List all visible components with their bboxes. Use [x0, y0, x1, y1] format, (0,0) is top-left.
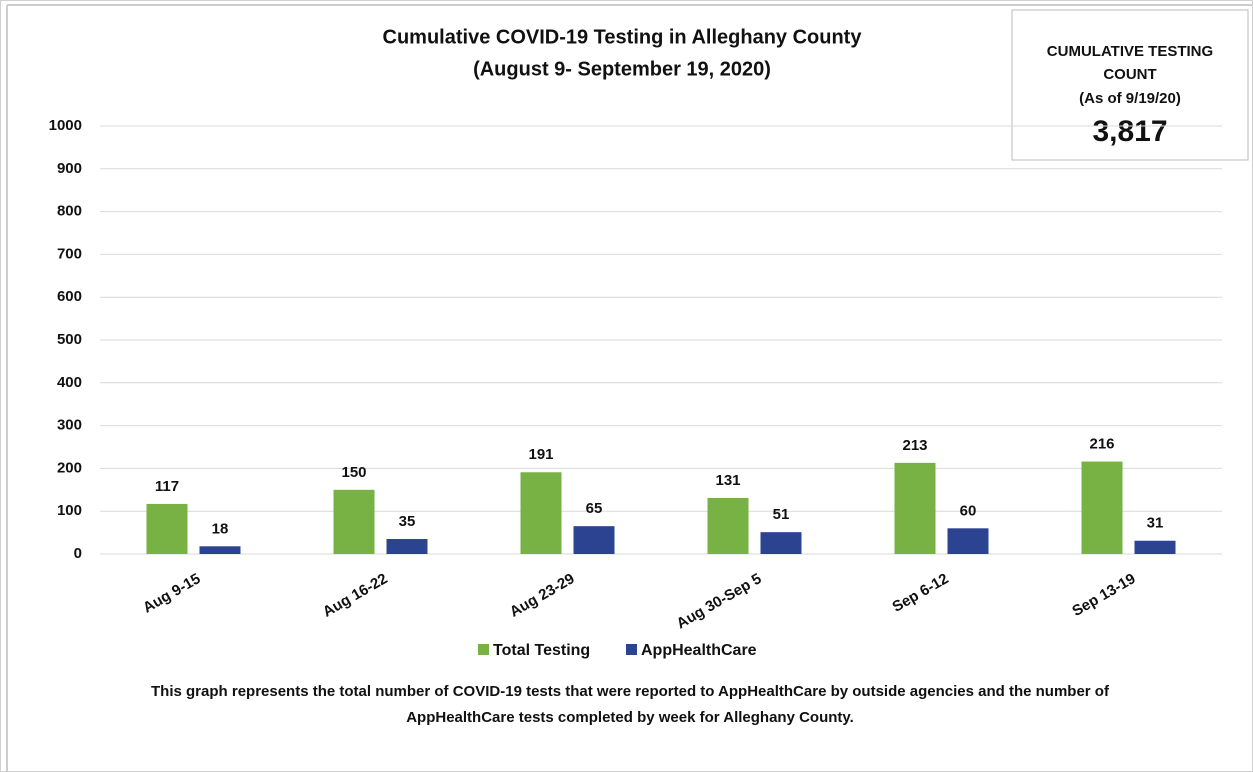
- data-label: 117: [155, 478, 179, 495]
- bar: [573, 526, 615, 554]
- y-tick-label: 400: [57, 374, 82, 391]
- y-tick-label: 600: [57, 288, 82, 305]
- data-label: 60: [960, 502, 977, 519]
- data-label: 18: [212, 520, 229, 537]
- y-tick-label: 500: [57, 331, 82, 348]
- y-tick-label: 1000: [49, 117, 82, 134]
- chart-subtitle: (August 9- September 19, 2020): [473, 58, 771, 80]
- data-label: 131: [715, 472, 740, 489]
- chart-title: Cumulative COVID-19 Testing in Alleghany…: [383, 26, 863, 48]
- bar: [333, 489, 375, 554]
- data-label: 191: [528, 446, 553, 463]
- note-line: This graph represents the total number o…: [151, 683, 1110, 700]
- y-tick-label: 200: [57, 459, 82, 476]
- bar: [520, 472, 562, 554]
- y-tick-label: 100: [57, 502, 82, 519]
- bar: [199, 546, 241, 554]
- y-tick-label: 0: [74, 545, 82, 562]
- bar: [707, 497, 749, 554]
- data-label: 213: [902, 437, 927, 454]
- data-label: 65: [586, 500, 603, 517]
- y-tick-label: 800: [57, 203, 82, 220]
- callout-line: CUMULATIVE TESTING: [1047, 43, 1213, 60]
- bar: [760, 532, 802, 554]
- legend-label: Total Testing: [493, 642, 590, 659]
- data-label: 35: [399, 513, 416, 530]
- legend-label: AppHealthCare: [641, 642, 757, 659]
- data-label: 216: [1089, 436, 1114, 453]
- callout-box: [1011, 9, 1249, 161]
- bar: [386, 539, 428, 554]
- data-label: 51: [773, 506, 790, 523]
- callout-line: (As of 9/19/20): [1079, 90, 1181, 107]
- bar: [146, 503, 188, 554]
- note-line: AppHealthCare tests completed by week fo…: [406, 709, 854, 726]
- bar: [1081, 461, 1123, 554]
- bar: [947, 528, 989, 554]
- bar: [1134, 540, 1176, 554]
- data-label: 150: [341, 464, 366, 481]
- y-tick-label: 300: [57, 417, 82, 434]
- callout-value: 3,817: [1092, 115, 1167, 148]
- legend-swatch: [478, 644, 489, 655]
- callout-line: COUNT: [1103, 66, 1156, 83]
- bar: [894, 462, 936, 554]
- y-tick-label: 700: [57, 245, 82, 262]
- data-label: 31: [1147, 515, 1164, 532]
- y-tick-label: 900: [57, 160, 82, 177]
- legend-swatch: [626, 644, 637, 655]
